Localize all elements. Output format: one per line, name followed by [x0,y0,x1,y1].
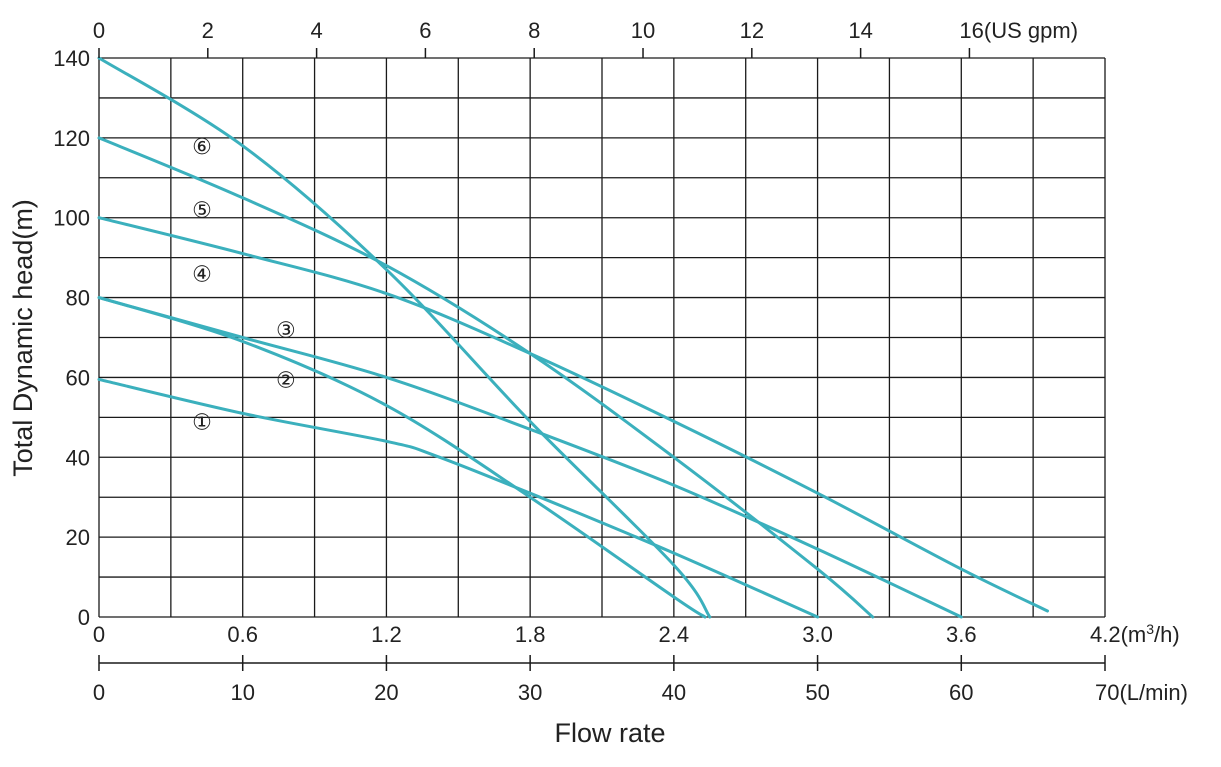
x-tick-label-lmin: 50 [805,680,829,705]
x-tick-label-lmin: 10 [230,680,254,705]
x-tick-label-m3h: 0.6 [227,622,258,647]
y-tick-label: 40 [66,445,90,470]
performance-curve-2 [97,296,707,619]
curve-label-6: ⑥ [192,134,212,159]
x-tick-label-usgpm: 10 [631,18,655,43]
x-axis-end-label-usgpm: 16(US gpm) [959,18,1078,43]
x-tick-label-usgpm: 8 [528,18,540,43]
performance-curves: ① ② ③ ④ ⑤ ⑥ [97,56,1049,619]
x-tick-label-m3h: 2.4 [659,622,690,647]
y-axis-title: Total Dynamic head(m) [8,199,38,477]
y-tick-label: 100 [53,206,90,231]
performance-curve-4 [97,216,1049,613]
x-tick-label-lmin: 0 [93,680,105,705]
curve-label-3: ③ [276,318,296,343]
performance-curve-6 [97,56,712,619]
y-tick-label: 80 [66,286,90,311]
x-axis-end-label-lmin: 70(L/min) [1095,680,1188,705]
x-tick-label-m3h: 3.6 [946,622,977,647]
x-tick-label-usgpm: 2 [202,18,214,43]
x-tick-label-m3h: 0 [93,622,105,647]
performance-curve-5 [97,136,875,619]
x-tick-label-m3h: 3.0 [802,622,833,647]
curve-label-4: ④ [192,262,212,287]
y-tick-label: 140 [53,46,90,71]
performance-curve-1 [97,377,820,619]
curve-label-5: ⑤ [192,198,212,223]
x-tick-label-lmin: 40 [662,680,686,705]
curve-label-1: ① [192,409,212,434]
x-tick-label-lmin: 60 [949,680,973,705]
x-tick-label-m3h: 1.8 [515,622,546,647]
x-tick-label-usgpm: 12 [740,18,764,43]
x-tick-label-usgpm: 4 [310,18,322,43]
x-tick-label-lmin: 30 [518,680,542,705]
x-tick-label-usgpm: 0 [93,18,105,43]
y-tick-label: 120 [53,126,90,151]
grid [98,57,1106,618]
x-axis-title: Flow rate [554,718,665,748]
x-tick-label-m3h: 1.2 [371,622,402,647]
curve-label-2: ② [276,367,296,392]
x-axis-end-label-m3h: 4.2(m3/h) [1090,621,1180,647]
x-tick-label-lmin: 20 [374,680,398,705]
x-tick-label-usgpm: 14 [848,18,872,43]
performance-curve-3 [97,296,963,619]
y-tick-label: 20 [66,525,90,550]
y-tick-label: 0 [78,605,90,630]
x-tick-label-usgpm: 6 [419,18,431,43]
y-tick-label: 60 [66,365,90,390]
